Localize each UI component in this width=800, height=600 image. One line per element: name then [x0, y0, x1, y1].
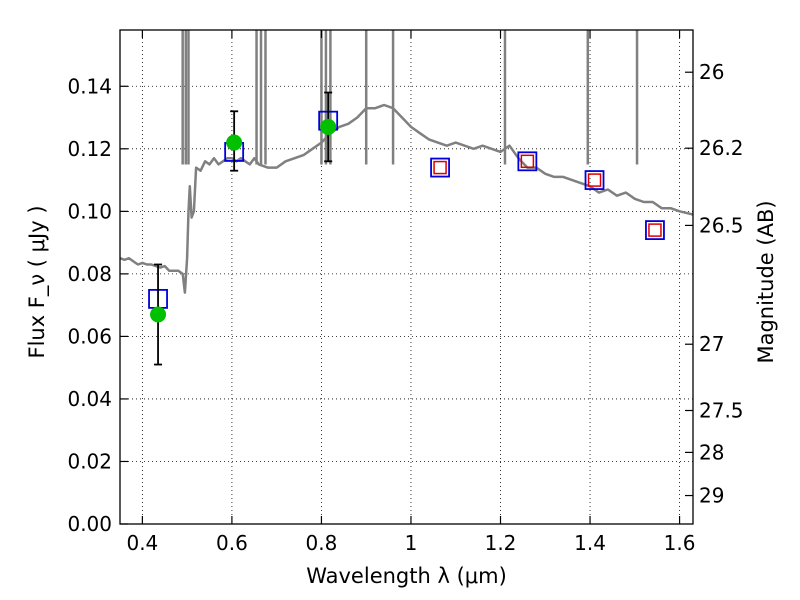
- x-tick-label: 1: [405, 531, 418, 555]
- plot-layer: [120, 30, 693, 366]
- y2-axis-label-text: Magnitude (AB): [754, 200, 778, 363]
- x-tick-label: 1.6: [664, 531, 696, 555]
- model-inner-square: [648, 223, 662, 237]
- y2-tick-label: 29: [699, 484, 724, 508]
- x-axis-label: Wavelength λ (μm): [306, 564, 507, 588]
- observed-point: [226, 134, 243, 151]
- grid-layer: [120, 30, 693, 525]
- y2-tick-label: 26.5: [699, 213, 744, 237]
- y2-tick-label: 26.2: [699, 136, 744, 160]
- observed-point: [150, 306, 167, 323]
- spectrum-line: [120, 103, 693, 294]
- y-tick-label: 0.00: [67, 512, 112, 536]
- y2-tick-label: 27: [699, 332, 724, 356]
- y-axis-label-text: Flux F_ν ( μJy ): [25, 205, 50, 358]
- x-axis-label-text: Wavelength λ (μm): [306, 564, 507, 588]
- plot-frame: [119, 29, 694, 525]
- x-tick-label: 0.4: [126, 531, 158, 555]
- y2-tick-label: 28: [699, 440, 724, 464]
- observed-point: [320, 118, 337, 135]
- model-square: [430, 157, 450, 178]
- x-tick-label: 1.4: [574, 531, 606, 555]
- model-inner-square: [587, 173, 602, 187]
- y-tick-label: 0.02: [67, 449, 112, 473]
- y-tick-label: 0.08: [67, 262, 112, 286]
- model-square: [645, 220, 665, 241]
- model-square: [517, 151, 538, 172]
- model-inner-square: [433, 160, 447, 175]
- y-tick-label: 0.04: [67, 387, 112, 411]
- model-square: [584, 170, 605, 190]
- y-tick-label: 0.06: [67, 324, 112, 348]
- x-tick-label: 1.2: [485, 531, 517, 555]
- y-tick-label: 0.10: [67, 199, 112, 223]
- tick-layer: 0.4 0.6 0.8 1 1.2 1.4 1.6 0.00 0.02 0.04 0.06 0.08 0…: [67, 30, 744, 555]
- y2-axis-label: Magnitude (AB): [754, 200, 778, 363]
- x-tick-label: 0.8: [306, 531, 338, 555]
- x-tick-label: 0.6: [216, 531, 248, 555]
- y2-tick-label: 26: [699, 60, 724, 84]
- model-inner-square: [520, 154, 535, 169]
- y-axis-label: Flux F_ν ( μJy ): [25, 205, 50, 358]
- y-tick-label: 0.12: [67, 137, 112, 161]
- y-tick-label: 0.14: [67, 74, 112, 98]
- y2-tick-label: 27.5: [699, 399, 744, 423]
